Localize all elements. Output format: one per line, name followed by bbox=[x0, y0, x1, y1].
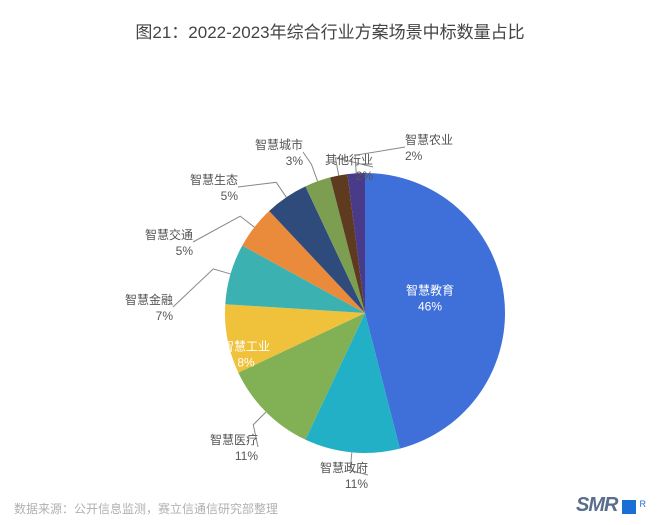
slice-percent: 5% bbox=[145, 244, 193, 260]
slice-label: 智慧交通5% bbox=[145, 228, 193, 259]
slice-percent: 2% bbox=[405, 149, 453, 165]
leader-line bbox=[173, 269, 231, 307]
slice-label: 智慧医疗11% bbox=[210, 433, 258, 464]
slice-name: 智慧工业 bbox=[222, 339, 270, 355]
slice-percent: 8% bbox=[222, 355, 270, 371]
slice-label: 智慧工业8% bbox=[222, 339, 270, 370]
slice-name: 智慧生态 bbox=[190, 173, 238, 189]
slice-percent: 46% bbox=[406, 299, 454, 315]
footer: 数据来源：公开信息监测，赛立信通信研究部整理 SMR R bbox=[0, 494, 660, 517]
slice-label: 智慧金融7% bbox=[125, 293, 173, 324]
slice-percent: 11% bbox=[320, 477, 368, 493]
leader-line bbox=[303, 152, 318, 181]
slice-name: 智慧教育 bbox=[406, 283, 454, 299]
source-label: 数据来源：公开信息监测，赛立信通信研究部整理 bbox=[14, 500, 278, 517]
slice-name: 智慧交通 bbox=[145, 228, 193, 244]
logo-mark-icon bbox=[622, 500, 636, 514]
slice-label: 智慧城市3% bbox=[255, 138, 303, 169]
slice-percent: 5% bbox=[190, 189, 238, 205]
chart-title: 图21：2022-2023年综合行业方案场景中标数量占比 bbox=[0, 0, 660, 43]
slice-name: 智慧金融 bbox=[125, 293, 173, 309]
pie-chart: 智慧教育46%智慧政府11%智慧医疗11%智慧工业8%智慧金融7%智慧交通5%智… bbox=[0, 43, 660, 463]
slice-percent: 11% bbox=[210, 449, 258, 465]
leader-line bbox=[193, 216, 254, 242]
slice-label: 其他行业2% bbox=[325, 153, 373, 184]
slice-name: 智慧农业 bbox=[405, 133, 453, 149]
leader-line bbox=[238, 182, 286, 197]
slice-name: 智慧城市 bbox=[255, 138, 303, 154]
slice-name: 智慧政府 bbox=[320, 461, 368, 477]
logo: SMR R bbox=[576, 494, 646, 517]
logo-registered-icon: R bbox=[640, 499, 647, 509]
slice-label: 智慧教育46% bbox=[406, 283, 454, 314]
slice-label: 智慧生态5% bbox=[190, 173, 238, 204]
slice-percent: 2% bbox=[325, 169, 373, 185]
slice-label: 智慧农业2% bbox=[405, 133, 453, 164]
slice-label: 智慧政府11% bbox=[320, 461, 368, 492]
slice-percent: 3% bbox=[255, 154, 303, 170]
slice-name: 其他行业 bbox=[325, 153, 373, 169]
slice-name: 智慧医疗 bbox=[210, 433, 258, 449]
logo-text: SMR bbox=[576, 494, 617, 517]
slice-percent: 7% bbox=[125, 309, 173, 325]
